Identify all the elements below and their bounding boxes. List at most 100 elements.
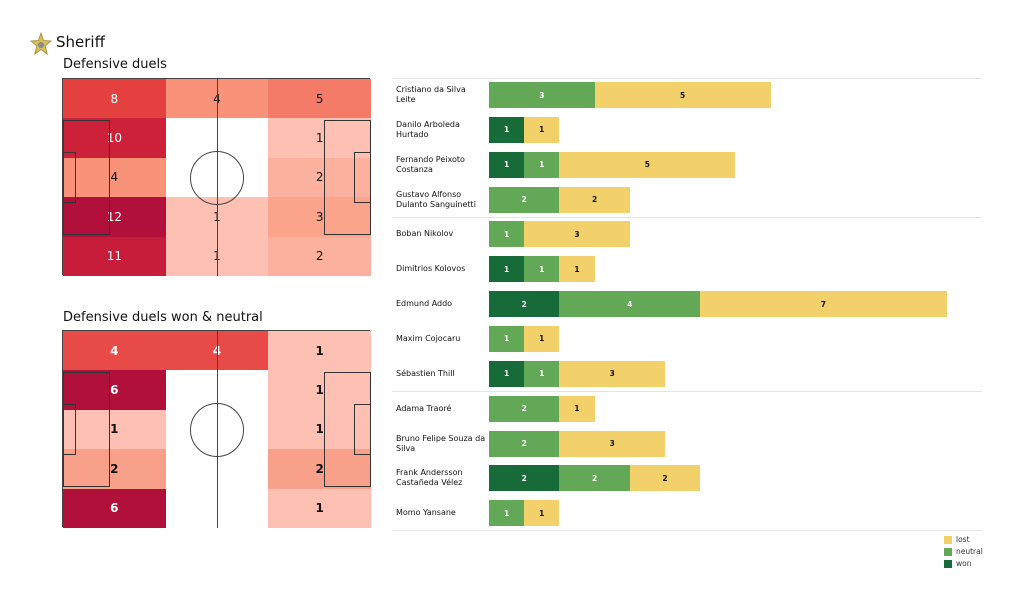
right-goal-box (354, 151, 371, 204)
player-name: Maxim Cojocaru (396, 333, 461, 343)
player-name: Gustavo Alfonso Dulanto Sanguinetti (396, 189, 476, 209)
bar-segment-neutral: 1 (489, 325, 525, 352)
bar-segment-lost: 1 (524, 116, 560, 143)
player-name: Fernando Peixoto Costanza (396, 154, 465, 174)
heatmap-cell: 4 (165, 331, 269, 371)
player-name: Bruno Felipe Souza da Silva (396, 433, 486, 453)
legend-label: lost (956, 535, 970, 544)
heatmap-value: 8 (110, 91, 119, 106)
player-name: Momo Yansane (396, 508, 456, 518)
bar-value: 2 (521, 473, 527, 483)
heatmap-value: 4 (110, 170, 119, 185)
player-name: Dimitrios Kolovos (396, 264, 466, 274)
heatmap-cell: 4 (63, 157, 166, 198)
bar-value: 1 (539, 125, 545, 135)
bar-segment-neutral: 2 (489, 430, 560, 457)
heatmap-cell: 11 (63, 236, 166, 276)
heatmap-value: 2 (110, 461, 119, 476)
heatmap-title-2: Defensive duels won & neutral (63, 310, 263, 325)
heatmap-cell: 1 (268, 409, 371, 450)
heatmap-value: 11 (106, 249, 122, 264)
bar-segment-won: 1 (489, 256, 525, 283)
heatmap-value: 1 (315, 501, 324, 516)
pitch-heatmap-won-neutral: 44161112261 (62, 330, 371, 528)
bar-value: 3 (609, 369, 615, 379)
bar-value: 2 (521, 439, 527, 448)
heatmap-cell: 3 (268, 197, 371, 237)
left-goal-box (63, 151, 76, 204)
left-goal-box (63, 403, 76, 456)
heatmap-value: 1 (213, 249, 221, 263)
heatmap-value: 6 (110, 383, 119, 398)
bar-segment-lost: 2 (559, 186, 630, 213)
bar-segment-neutral: 2 (559, 465, 630, 492)
heatmap-cell: 5 (268, 79, 371, 119)
bar-value: 3 (609, 439, 615, 448)
bar-segment-neutral: 1 (489, 500, 525, 527)
group-separator (392, 391, 982, 392)
bar-segment-neutral: 1 (524, 151, 560, 178)
bar-value: 1 (503, 229, 510, 239)
heatmap-cell: 1 (268, 118, 371, 158)
bar-segment-won: 1 (489, 151, 525, 178)
player-name: Danilo Arboleda Hurtado (396, 119, 460, 139)
bar-value: 1 (539, 508, 545, 518)
bar-segment-neutral: 3 (489, 82, 595, 108)
heatmap-value: 2 (315, 249, 324, 264)
bar-segment-lost: 3 (559, 360, 665, 387)
bar-value: 1 (503, 508, 510, 518)
bar-segment-neutral: 2 (489, 186, 560, 213)
bar-value: 3 (539, 90, 545, 100)
heatmap-value: 2 (315, 461, 324, 476)
player-name: Cristiano da Silva Leite (396, 85, 466, 104)
bar-segment-won: 1 (489, 116, 525, 143)
heatmap-cell: 10 (63, 118, 166, 158)
legend-lost: lost (944, 535, 970, 544)
heatmap-cell: 8 (63, 79, 166, 119)
bar-segment-lost: 5 (559, 151, 736, 178)
legend-neutral: neutral (944, 547, 983, 556)
legend-swatch (944, 535, 952, 544)
bar-value: 3 (574, 229, 580, 239)
heatmap-value: 1 (315, 131, 324, 146)
bar-segment-lost: 1 (524, 500, 560, 527)
heatmap-cell: 1 (268, 370, 371, 410)
bar-segment-neutral: 4 (559, 291, 701, 318)
legend-label: won (956, 559, 972, 568)
heatmap-value: 12 (106, 209, 122, 224)
bar-value: 1 (539, 369, 545, 379)
bar-segment-won: 2 (489, 291, 560, 318)
bar-value: 2 (521, 195, 527, 205)
bar-segment-lost: 3 (559, 430, 665, 457)
heatmap-cell: 2 (268, 236, 371, 276)
bar-segment-won: 1 (489, 360, 525, 387)
heatmap-value: 1 (315, 422, 324, 437)
bar-value: 1 (503, 334, 510, 344)
bar-segment-lost: 7 (700, 291, 947, 318)
center-circle (190, 150, 244, 205)
bar-segment-neutral: 1 (524, 360, 560, 387)
team-logo-star-icon (30, 32, 52, 55)
bar-value: 1 (539, 264, 545, 274)
heatmap-cell: 2 (268, 449, 371, 489)
bar-segment-neutral: 2 (489, 395, 560, 422)
bar-value: 1 (503, 160, 510, 170)
legend-won: won (944, 559, 971, 568)
legend-swatch (944, 547, 952, 556)
group-separator (392, 78, 982, 79)
bar-value: 1 (574, 264, 580, 274)
bar-segment-won: 2 (489, 465, 560, 492)
bar-segment-lost: 3 (524, 221, 630, 248)
bar-value: 5 (679, 90, 686, 100)
player-name: Frank Andersson Castañeda Vélez (396, 468, 463, 488)
bar-value: 7 (820, 299, 826, 309)
heatmap-value: 1 (315, 383, 324, 398)
heatmap-cell: 2 (63, 449, 166, 489)
heatmap-value: 1 (315, 343, 324, 358)
bar-value: 1 (539, 160, 545, 170)
bar-value: 1 (539, 334, 545, 344)
bar-segment-lost: 1 (559, 395, 595, 422)
legend-swatch (944, 559, 952, 568)
heatmap-value: 4 (110, 343, 119, 358)
